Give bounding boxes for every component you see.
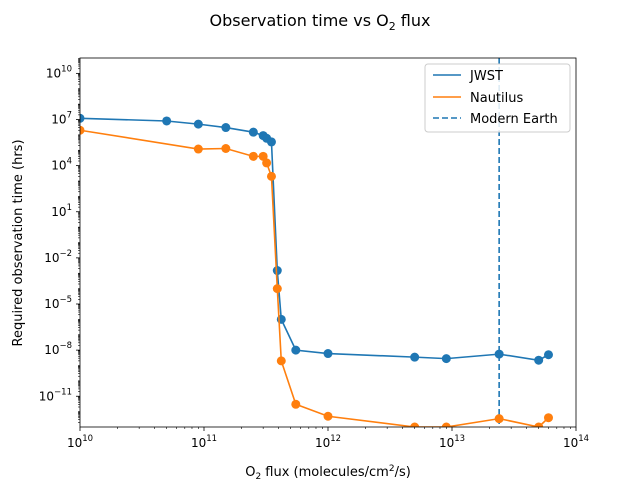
chart-title-post: flux xyxy=(396,11,431,30)
data-point-jwst xyxy=(248,127,258,137)
data-point-jwst xyxy=(272,266,282,276)
chart-title: Observation time vs O2 flux xyxy=(209,11,430,33)
y-tick-label: 10−11 xyxy=(39,387,72,403)
chart-title-pre: Observation time vs O xyxy=(209,11,388,30)
chart-title-sub: 2 xyxy=(389,20,396,33)
data-point-nautilus xyxy=(276,356,286,366)
data-point-jwst xyxy=(162,116,172,126)
data-point-nautilus xyxy=(221,143,231,153)
series-line-jwst xyxy=(80,117,549,362)
y-tick-label: 101 xyxy=(51,203,72,219)
data-point-jwst xyxy=(291,345,301,355)
x-axis-label-sub: 2 xyxy=(255,472,261,480)
data-point-nautilus xyxy=(534,422,544,427)
plot-series xyxy=(80,58,553,427)
data-point-jwst xyxy=(193,119,203,129)
data-point-nautilus xyxy=(291,399,301,409)
y-tick-label: 10−5 xyxy=(44,295,72,311)
data-point-nautilus xyxy=(266,171,276,181)
x-tick-label: 1011 xyxy=(191,434,217,450)
y-axis-label: Required observation time (hrs) xyxy=(11,139,26,346)
data-point-jwst xyxy=(543,350,553,360)
data-point-jwst xyxy=(323,349,333,359)
legend-label-nautilus: Nautilus xyxy=(470,91,523,106)
data-point-nautilus xyxy=(193,144,203,154)
data-point-jwst xyxy=(441,354,451,364)
y-tick-label: 107 xyxy=(51,111,72,127)
data-point-nautilus xyxy=(323,411,333,421)
data-point-jwst xyxy=(410,352,420,362)
y-tick-label: 104 xyxy=(51,157,72,173)
data-point-nautilus xyxy=(80,125,85,135)
x-tick-label: 1014 xyxy=(563,434,589,450)
x-axis-label-sup: 2 xyxy=(389,464,395,474)
x-axis-label: O2 flux (molecules/cm2/s) xyxy=(245,464,411,480)
y-tick-label: 10−2 xyxy=(44,249,72,265)
series-line-nautilus xyxy=(80,129,550,427)
data-point-jwst xyxy=(221,123,231,133)
data-point-nautilus xyxy=(441,422,451,427)
legend-label-jwst: JWST xyxy=(469,69,503,84)
y-axis: 10−11 10−8 10−5 10−2 101 104 107 1010 xyxy=(39,58,80,423)
x-axis-label-mid: flux (molecules/cm xyxy=(261,465,389,480)
data-point-nautilus xyxy=(272,284,282,294)
data-point-jwst xyxy=(534,355,544,365)
data-point-nautilus xyxy=(248,151,258,161)
x-tick-label: 1010 xyxy=(67,434,93,450)
legend-label-modern-earth: Modern Earth xyxy=(470,112,558,127)
data-point-nautilus xyxy=(494,414,504,424)
y-tick-label: 10−8 xyxy=(44,341,72,357)
x-axis: 1010 1011 1012 1013 1014 xyxy=(67,427,589,450)
data-point-nautilus xyxy=(543,413,553,423)
y-tick-label: 1010 xyxy=(46,64,72,80)
data-point-nautilus xyxy=(410,422,420,427)
data-point-nautilus xyxy=(262,158,272,168)
x-tick-label: 1013 xyxy=(439,434,465,450)
x-axis-label-post: /s) xyxy=(395,465,411,480)
plot-area xyxy=(80,58,553,427)
legend: JWST Nautilus Modern Earth xyxy=(424,63,571,133)
data-point-jwst xyxy=(266,137,276,147)
legend-box xyxy=(424,63,571,133)
x-tick-label: 1012 xyxy=(315,434,341,450)
data-point-jwst xyxy=(80,113,85,123)
x-axis-label-pre: O xyxy=(245,465,255,480)
data-point-jwst xyxy=(494,349,504,359)
